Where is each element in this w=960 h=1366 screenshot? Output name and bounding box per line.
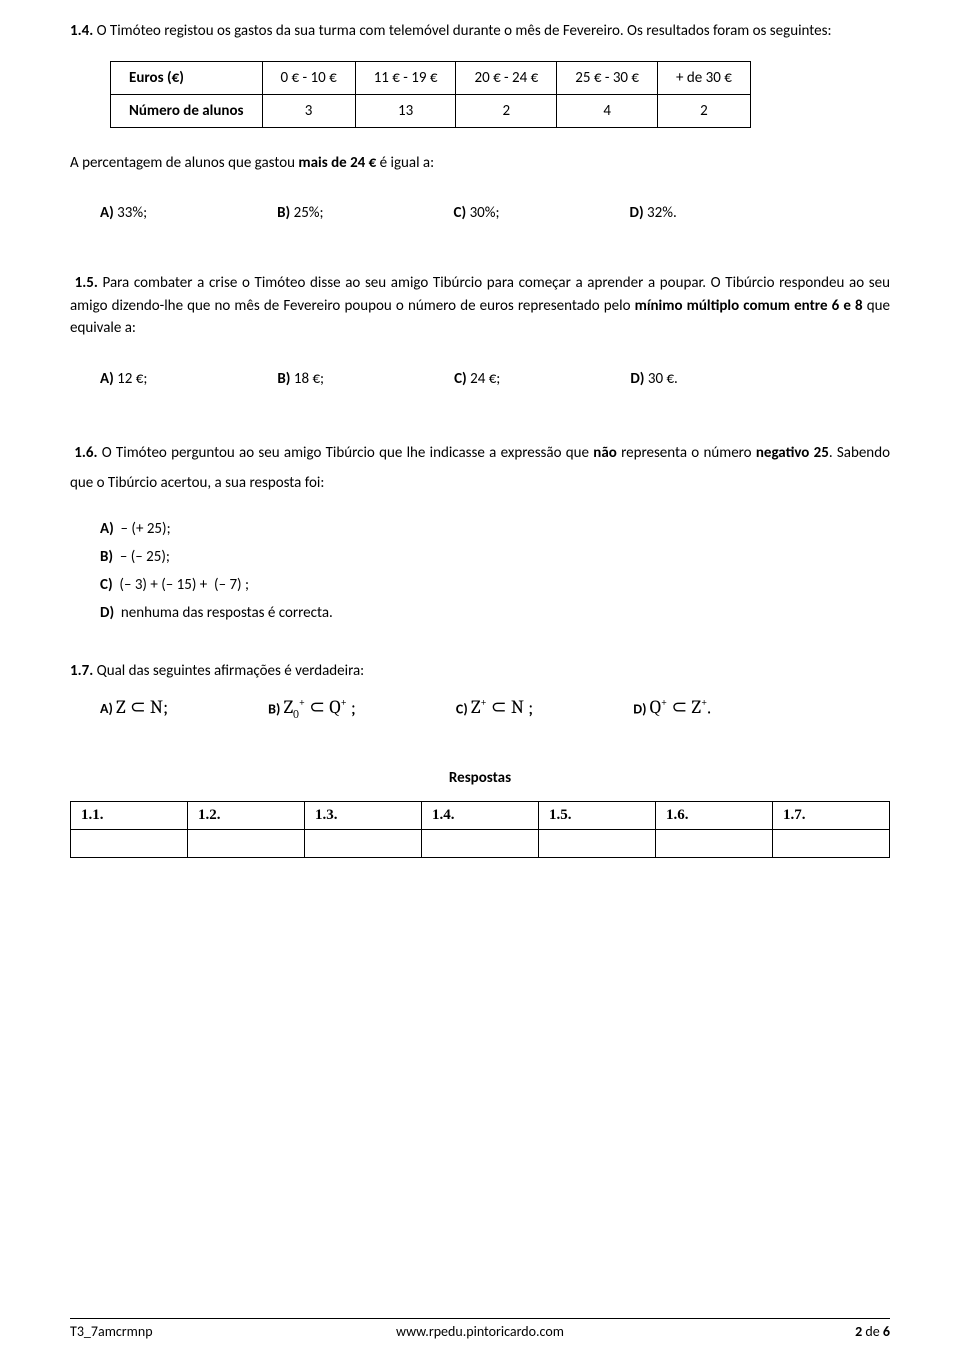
cell-empty — [539, 830, 656, 858]
cell: 13 — [355, 94, 456, 127]
cell-label: Euros (€) — [111, 61, 263, 94]
q14-text: 1.4. O Timóteo registou os gastos da sua… — [70, 20, 890, 43]
cell: 1.4. — [422, 802, 539, 830]
option-c: C) 30%; — [454, 204, 500, 222]
cell-empty — [71, 830, 188, 858]
q17-text: 1.7. Qual das seguintes afirmações é ver… — [70, 660, 890, 683]
cell: 11 € - 19 € — [355, 61, 456, 94]
respostas-table: 1.1. 1.2. 1.3. 1.4. 1.5. 1.6. 1.7. — [70, 801, 890, 858]
cell: 4 — [557, 94, 658, 127]
cell: 2 — [658, 94, 751, 127]
q17-options: A) Z ⊂ N; B) Z0+ ⊂ Q+ ; C) Z+ ⊂ N ; D) Q… — [100, 696, 890, 721]
option-b: B) 18 €; — [277, 370, 324, 388]
cell: 1.2. — [188, 802, 305, 830]
cell: 25 € - 30 € — [557, 61, 658, 94]
option-c: C) Z+ ⊂ N ; — [456, 696, 533, 721]
cell-empty — [188, 830, 305, 858]
q16-options: A) – (+ 25); B) – (– 25); C) (– 3) + (– … — [100, 520, 890, 622]
cell: 0 € - 10 € — [262, 61, 355, 94]
option-b: B) Z0+ ⊂ Q+ ; — [268, 696, 356, 721]
cell: 1.6. — [656, 802, 773, 830]
option-a: A) 12 €; — [100, 370, 147, 388]
option-d: D) nenhuma das respostas é correcta. — [100, 604, 890, 622]
q14-after: A percentagem de alunos que gastou mais … — [70, 152, 890, 175]
table-row: 1.1. 1.2. 1.3. 1.4. 1.5. 1.6. 1.7. — [71, 802, 890, 830]
option-a: A) Z ⊂ N; — [100, 696, 168, 721]
option-b: B) 25%; — [277, 204, 323, 222]
option-c: C) 24 €; — [454, 370, 500, 388]
page-footer: T3_7amcrmnp www.rpedu.pintoricardo.com 2… — [70, 1318, 890, 1340]
q16-text: 1.6. O Timóteo perguntou ao seu amigo Ti… — [70, 438, 890, 498]
q15-options: A) 12 €; B) 18 €; C) 24 €; D) 30 €. — [100, 370, 890, 388]
cell: 1.3. — [305, 802, 422, 830]
option-c: C) (– 3) + (– 15) + (– 7) ; — [100, 576, 890, 594]
respostas-title: Respostas — [70, 769, 890, 787]
cell-empty — [773, 830, 890, 858]
cell-empty — [656, 830, 773, 858]
cell-empty — [305, 830, 422, 858]
cell: 1.5. — [539, 802, 656, 830]
cell: 2 — [456, 94, 557, 127]
option-a: A) – (+ 25); — [100, 520, 890, 538]
cell: 1.1. — [71, 802, 188, 830]
option-d: D) 30 €. — [630, 370, 678, 388]
cell: 3 — [262, 94, 355, 127]
q15-text: 1.5. Para combater a crise o Timóteo dis… — [70, 272, 890, 340]
option-d: D) Q+ ⊂ Z+. — [633, 696, 711, 721]
option-d: D) 32%. — [630, 204, 677, 222]
q14-table: Euros (€) 0 € - 10 € 11 € - 19 € 20 € - … — [110, 61, 751, 128]
cell: 1.7. — [773, 802, 890, 830]
cell-label: Número de alunos — [111, 94, 263, 127]
cell-empty — [422, 830, 539, 858]
table-row: Euros (€) 0 € - 10 € 11 € - 19 € 20 € - … — [111, 61, 751, 94]
q14-options: A) 33%; B) 25%; C) 30%; D) 32%. — [100, 204, 890, 222]
cell: + de 30 € — [658, 61, 751, 94]
table-row — [71, 830, 890, 858]
option-b: B) – (– 25); — [100, 548, 890, 566]
cell: 20 € - 24 € — [456, 61, 557, 94]
footer-center: www.rpedu.pintoricardo.com — [70, 1323, 890, 1340]
option-a: A) 33%; — [100, 204, 147, 222]
table-row: Número de alunos 3 13 2 4 2 — [111, 94, 751, 127]
